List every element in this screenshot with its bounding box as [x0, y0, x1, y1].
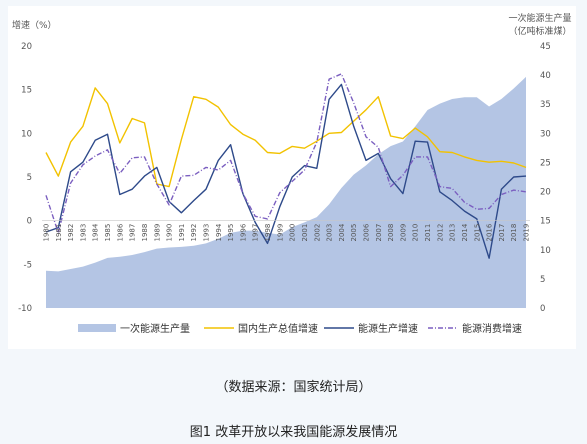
x-tick-label: 1987	[129, 224, 137, 242]
x-tick-label: 2009	[399, 224, 407, 242]
series-area-primary-energy	[46, 76, 526, 308]
right-axis-title: 一次能源生产量	[508, 12, 571, 24]
x-tick-label: 1997	[252, 224, 260, 242]
x-tick-label: 2015	[473, 224, 481, 242]
x-tick-label: 1988	[141, 224, 149, 242]
right-tick-label: 5	[540, 275, 545, 285]
right-tick-label: 15	[540, 217, 551, 227]
x-tick-label: 2013	[449, 224, 457, 242]
right-tick-label: 25	[540, 158, 551, 168]
legend-label: 能源消费增速	[462, 322, 522, 335]
legend-label: 国内生产总值增速	[238, 322, 318, 335]
left-tick-label: 15	[21, 86, 32, 96]
legend-swatch-area	[78, 324, 116, 332]
x-tick-label: 1994	[215, 223, 223, 241]
x-tick-label: 1982	[67, 224, 75, 242]
legend: 一次能源生产量 国内生产总值增速 能源生产增速 能源消费增速	[78, 322, 522, 335]
x-tick-label: 2002	[313, 224, 321, 242]
x-tick-label: 2019	[523, 224, 531, 242]
x-tick-label: 2010	[412, 224, 420, 242]
x-tick-label: 2008	[387, 224, 395, 242]
x-tick-label: 1983	[79, 224, 87, 242]
x-tick-label: 1995	[227, 224, 235, 242]
x-tick-label: 2007	[375, 224, 383, 242]
series-line-gdp-growth	[45, 87, 527, 188]
x-tick-label: 1999	[276, 224, 284, 242]
x-tick-label: 2012	[436, 224, 444, 242]
left-tick-label: -5	[24, 260, 32, 270]
right-tick-label: 30	[540, 129, 551, 139]
right-tick-label: 35	[540, 100, 551, 110]
right-axis-unit: （亿吨标准煤）	[508, 25, 571, 37]
x-tick-label: 1980	[43, 224, 51, 242]
left-tick-label: 20	[21, 42, 32, 52]
left-axis-title: 增速（%）	[12, 19, 57, 31]
chart-card: 增速（%） 一次能源生产量 （亿吨标准煤） 1980 1981 1982 1983 19…	[8, 6, 576, 349]
x-tick-label: 1989	[153, 224, 161, 242]
x-tick-label: 1990	[166, 224, 174, 242]
left-tick-label: 5	[27, 173, 32, 183]
right-tick-label: 40	[540, 71, 551, 81]
x-tick-label: 2005	[350, 224, 358, 242]
right-tick-label: 20	[540, 188, 551, 198]
chart-svg: 增速（%） 一次能源生产量 （亿吨标准煤） 1980 1981 1982 1983 19…	[12, 12, 572, 335]
x-tick-label: 1992	[190, 224, 198, 242]
right-tick-label: 0	[540, 304, 545, 314]
x-tick-label: 2017	[498, 224, 506, 242]
x-tick-label: 2016	[486, 223, 494, 241]
x-tick-label: 1986	[116, 223, 124, 241]
series-line-energy-production-growth	[45, 83, 527, 259]
x-tick-label: 1985	[104, 224, 112, 242]
x-tick-label: 1981	[55, 224, 63, 242]
right-tick-label: 10	[540, 246, 551, 256]
figure-caption: 图1 改革开放以来我国能源发展情况	[189, 425, 398, 440]
legend-label: 一次能源生产量	[120, 322, 190, 335]
x-tick-label: 2003	[326, 224, 334, 242]
left-tick-label: 10	[21, 129, 32, 139]
plot-area	[45, 73, 527, 308]
x-tick-label: 1991	[178, 224, 186, 242]
x-tick-label: 1984	[92, 223, 100, 241]
x-tick-label: 2001	[301, 224, 309, 242]
left-tick-label: 0	[27, 217, 32, 227]
series-line-energy-consumption-growth	[45, 73, 527, 234]
x-tick-label: 2006	[363, 223, 371, 241]
x-tick-label: 1996	[239, 223, 247, 241]
axes: 1980 1981 1982 1983 1984 1985 1986 1987 1988 1989…	[18, 42, 551, 314]
x-tick-label: 1993	[203, 224, 211, 242]
x-tick-label: 2018	[510, 224, 518, 242]
x-tick-label: 2011	[424, 224, 432, 242]
legend-label: 能源生产增速	[358, 322, 418, 335]
x-tick-label: 1998	[264, 224, 272, 242]
left-tick-label: -10	[18, 304, 32, 314]
x-tick-label: 2004	[338, 223, 346, 241]
x-tick-label: 2000	[289, 224, 297, 242]
x-tick-label: 2014	[461, 223, 469, 241]
source-caption: （数据来源：国家统计局）	[215, 380, 372, 395]
right-tick-label: 45	[540, 42, 551, 52]
